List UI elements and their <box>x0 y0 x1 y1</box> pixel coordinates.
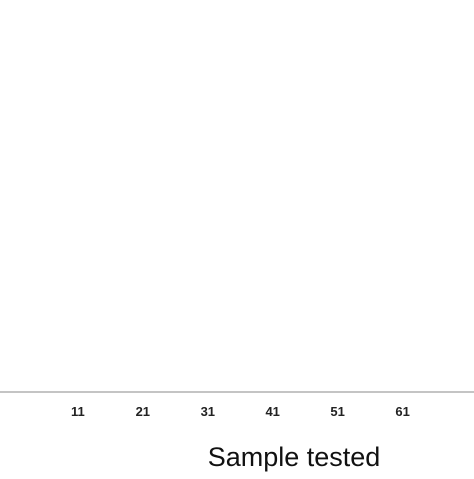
x-tick-label: 61 <box>395 404 409 419</box>
x-tick-label: 11 <box>71 404 85 419</box>
x-tick-label: 21 <box>136 404 150 419</box>
x-tick-label: 31 <box>201 404 215 419</box>
x-axis-title: Sample tested <box>208 442 381 472</box>
x-tick-labels: 11 21 31 41 51 61 <box>71 404 410 419</box>
x-tick-label: 41 <box>265 404 279 419</box>
x-tick-label: 51 <box>330 404 344 419</box>
